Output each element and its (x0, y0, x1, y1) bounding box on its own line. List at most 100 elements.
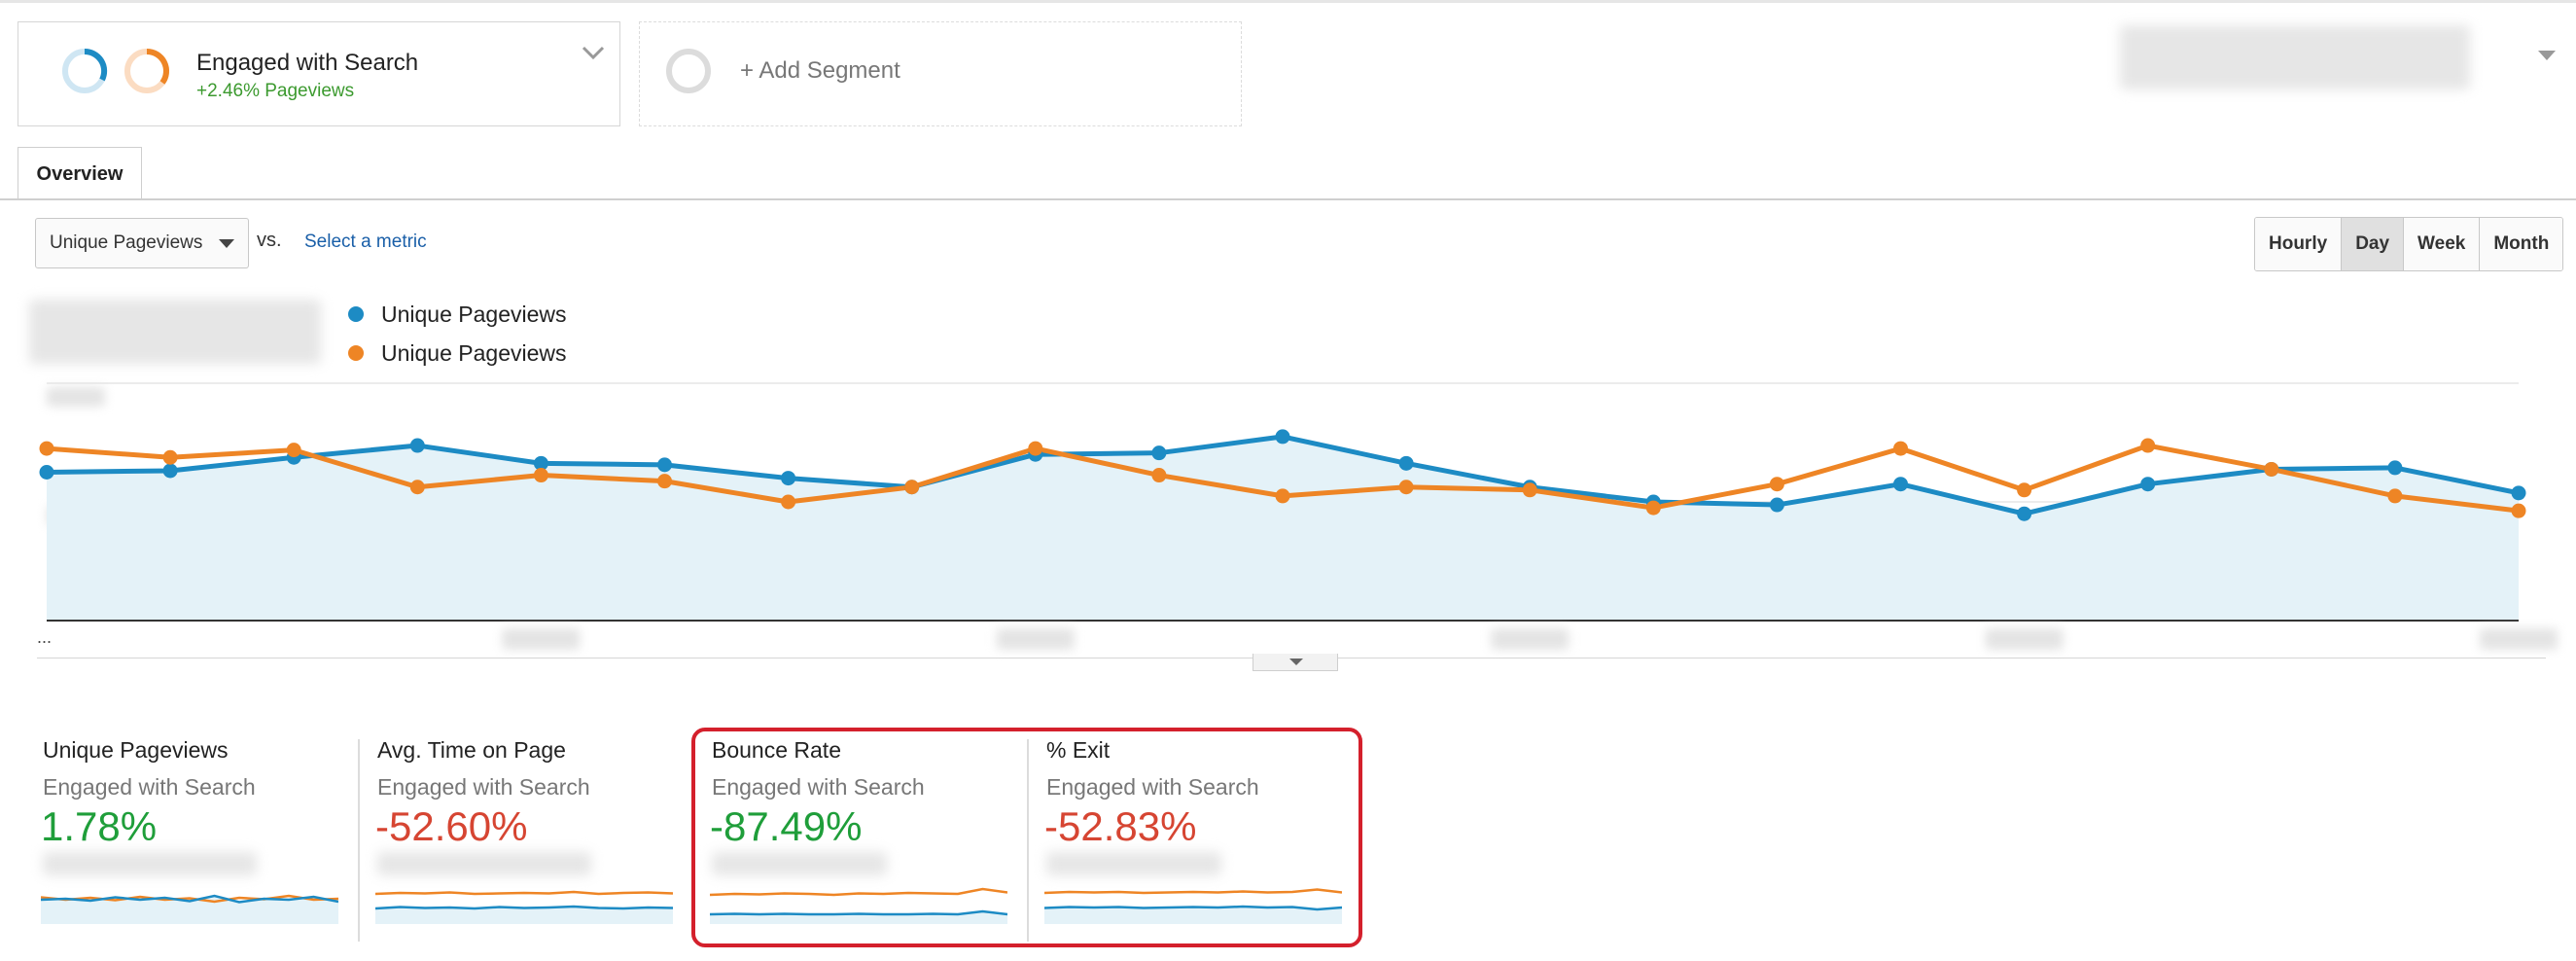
scorecard-divider (1027, 739, 1029, 942)
data-point-orange (1769, 477, 1784, 492)
scorecard-segment: Engaged with Search (712, 774, 925, 800)
add-segment-label: + Add Segment (740, 57, 900, 84)
data-point-blue (39, 465, 54, 480)
data-point-orange (2511, 503, 2526, 518)
sparkline-orange (1044, 888, 1342, 895)
scorecard-title: % Exit (1046, 737, 1111, 763)
legend-dot-blue (348, 306, 364, 322)
segment-title: Engaged with Search (196, 50, 419, 76)
metric-select-value: Unique Pageviews (50, 232, 203, 253)
scorecard-segment: Engaged with Search (43, 774, 256, 800)
data-point-blue (409, 438, 425, 453)
data-point-blue (1151, 445, 1167, 461)
sparkline-blue (1044, 905, 1342, 911)
scorecard-sparkline (375, 890, 673, 924)
scorecard-value: -52.60% (375, 803, 528, 849)
sparkline-orange (375, 890, 673, 896)
scorecard-unique-pageviews[interactable]: Unique Pageviews Engaged with Search 1.7… (35, 737, 356, 942)
chevron-down-icon (1289, 658, 1303, 665)
data-point-blue (2387, 460, 2403, 476)
line-chart (39, 382, 2558, 650)
data-point-orange (1645, 500, 1661, 516)
data-point-orange (1398, 480, 1414, 495)
scorecard-sparkline (1044, 888, 1342, 924)
sparkline-blue (710, 909, 1007, 916)
legend-dot-orange (348, 345, 364, 361)
scorecard-percent-exit[interactable]: % Exit Engaged with Search -52.83% (1039, 737, 1359, 942)
data-point-blue (2511, 485, 2526, 501)
empty-segment-icon (666, 49, 711, 93)
segment-card-engaged-with-search[interactable]: Engaged with Search +2.46% Pageviews (18, 21, 620, 126)
scorecard-value: 1.78% (41, 803, 158, 849)
x-tick-label-redacted (996, 628, 1075, 650)
x-tick-label-redacted (2480, 628, 2558, 650)
data-point-orange (409, 480, 425, 495)
top-border (0, 0, 2576, 3)
period-toggle: Hourly Day Week Month (2254, 217, 2564, 271)
sparkline-orange (710, 887, 1007, 897)
segment-donut-orange-icon (124, 49, 169, 93)
sparkline-blue (375, 905, 673, 910)
scorecard-title: Avg. Time on Page (377, 737, 566, 763)
data-point-blue (1275, 429, 1290, 445)
sparkline-area (375, 907, 673, 924)
data-point-orange (2017, 482, 2032, 498)
tab-overview[interactable]: Overview (18, 147, 142, 199)
data-point-orange (1275, 488, 1290, 504)
add-segment-card[interactable]: + Add Segment (639, 21, 1242, 126)
data-point-orange (2264, 461, 2279, 477)
date-range-caret-icon[interactable] (2536, 49, 2558, 62)
axis-ellipsis: ... (37, 627, 53, 647)
scorecard-segment: Engaged with Search (377, 774, 590, 800)
sparkline-blue (41, 894, 338, 904)
data-point-orange (2140, 438, 2156, 453)
data-point-blue (1893, 477, 1908, 492)
segment-subtitle: +2.46% Pageviews (196, 81, 355, 101)
period-hourly-button[interactable]: Hourly (2255, 218, 2343, 270)
chart-expand-toggle[interactable] (1253, 654, 1338, 671)
data-point-blue (657, 457, 672, 473)
metric-select[interactable]: Unique Pageviews (35, 218, 249, 268)
chevron-down-icon[interactable] (579, 38, 608, 67)
segment-donut-blue-icon (62, 48, 108, 93)
sparkline-area (1044, 907, 1342, 924)
data-point-blue (2017, 506, 2032, 521)
data-point-orange (781, 494, 796, 510)
data-point-orange (904, 480, 920, 495)
scorecard-sparkline (710, 887, 1007, 924)
data-point-orange (657, 474, 672, 489)
scorecard-divider (358, 739, 360, 942)
scorecard-value: -52.83% (1044, 803, 1197, 849)
scorecard-segment: Engaged with Search (1046, 774, 1259, 800)
y-tick-label-redacted (47, 387, 105, 407)
x-tick-label-redacted (1491, 628, 1570, 650)
legend-date-ranges-redacted (29, 300, 321, 364)
scorecard-detail-redacted (712, 852, 887, 875)
scorecard-avg-time-on-page[interactable]: Avg. Time on Page Engaged with Search -5… (370, 737, 690, 942)
data-point-orange (1522, 482, 1537, 498)
x-tick-label-redacted (1985, 628, 2064, 650)
scorecard-sparkline (41, 894, 338, 924)
data-point-blue (1769, 497, 1784, 513)
period-month-button[interactable]: Month (2480, 218, 2563, 270)
data-point-blue (1398, 455, 1414, 471)
vs-label: vs. (257, 230, 282, 251)
data-point-orange (162, 449, 178, 465)
period-day-button[interactable]: Day (2342, 218, 2405, 270)
date-range-redacted[interactable] (2120, 25, 2470, 89)
legend-label: Unique Pageviews (381, 302, 567, 327)
scorecard-title: Unique Pageviews (43, 737, 229, 763)
scorecard-detail-redacted (43, 852, 257, 875)
tab-divider (0, 198, 2576, 200)
data-point-orange (533, 468, 548, 483)
data-point-orange (2387, 488, 2403, 504)
data-point-orange (1028, 441, 1043, 456)
data-point-blue (2140, 477, 2156, 492)
scorecard-bounce-rate[interactable]: Bounce Rate Engaged with Search -87.49% (704, 737, 1025, 942)
scorecard-detail-redacted (1046, 852, 1221, 875)
sparkline-orange (41, 894, 338, 904)
data-point-orange (286, 443, 301, 458)
scorecard-detail-redacted (377, 852, 591, 875)
select-metric-link[interactable]: Select a metric (304, 231, 427, 252)
period-week-button[interactable]: Week (2404, 218, 2481, 270)
